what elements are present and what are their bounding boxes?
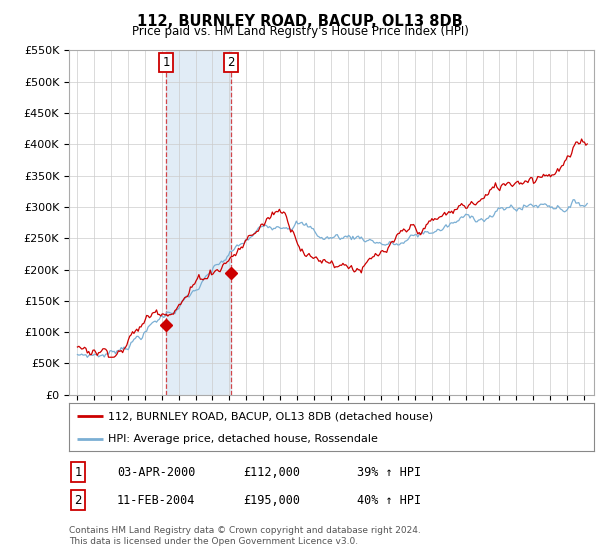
Text: 39% ↑ HPI: 39% ↑ HPI (357, 465, 421, 479)
Text: HPI: Average price, detached house, Rossendale: HPI: Average price, detached house, Ross… (109, 434, 378, 444)
Text: 1: 1 (74, 465, 82, 479)
Text: 2: 2 (74, 493, 82, 507)
Text: 40% ↑ HPI: 40% ↑ HPI (357, 493, 421, 507)
Text: 1: 1 (163, 57, 170, 69)
Text: 2: 2 (227, 57, 235, 69)
Bar (166, 50, 231, 395)
Text: £112,000: £112,000 (243, 465, 300, 479)
Text: 112, BURNLEY ROAD, BACUP, OL13 8DB (detached house): 112, BURNLEY ROAD, BACUP, OL13 8DB (deta… (109, 411, 433, 421)
Text: £195,000: £195,000 (243, 493, 300, 507)
Text: This data is licensed under the Open Government Licence v3.0.: This data is licensed under the Open Gov… (69, 537, 358, 546)
Text: 112, BURNLEY ROAD, BACUP, OL13 8DB: 112, BURNLEY ROAD, BACUP, OL13 8DB (137, 14, 463, 29)
Text: Contains HM Land Registry data © Crown copyright and database right 2024.: Contains HM Land Registry data © Crown c… (69, 526, 421, 535)
Text: Price paid vs. HM Land Registry's House Price Index (HPI): Price paid vs. HM Land Registry's House … (131, 25, 469, 38)
Text: 03-APR-2000: 03-APR-2000 (117, 465, 196, 479)
Text: 11-FEB-2004: 11-FEB-2004 (117, 493, 196, 507)
